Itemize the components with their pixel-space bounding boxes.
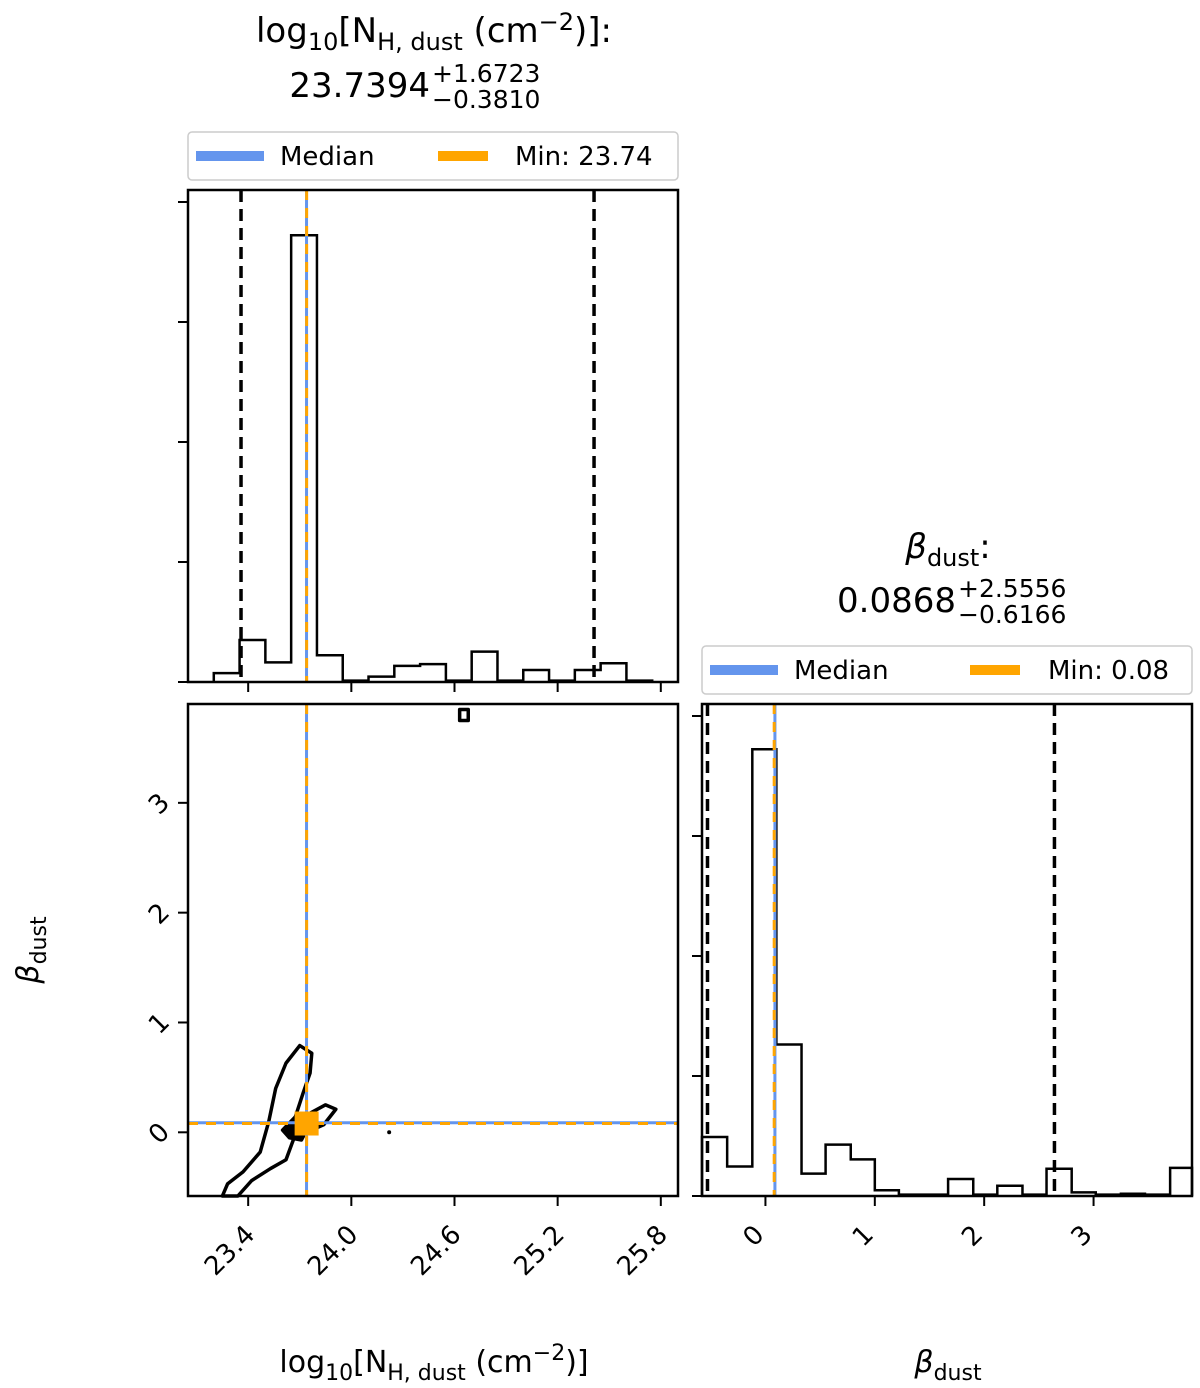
beta-title-err-plus: +2.5556 (958, 574, 1066, 603)
joint-x-tick-label: 24.0 (302, 1220, 364, 1282)
joint-y-tick-label: 2 (143, 898, 176, 931)
beta-x-tick-label: 3 (1066, 1220, 1099, 1253)
nh-title-line2: 23.7394 +1.6723 −0.3810 (289, 59, 540, 114)
nh-legend-min-label: Min: 23.74 (515, 142, 653, 172)
joint-x-tick-label: 25.8 (612, 1220, 674, 1282)
joint-contour-outer (220, 1043, 338, 1198)
joint-contour-island (457, 707, 470, 723)
joint-y-tick-label: 1 (143, 1007, 176, 1040)
joint-y-tick-label: 3 (143, 788, 176, 821)
joint-x-tick-label: 24.6 (405, 1220, 467, 1282)
nh-histogram-steps (212, 234, 654, 682)
beta-legend-min-label: Min: 0.08 (1048, 656, 1169, 686)
joint-contour-dot (387, 1130, 392, 1135)
nh-title-err-plus: +1.6723 (432, 59, 540, 88)
beta-frame (700, 702, 1194, 1198)
nh-legend-median-label: Median (280, 142, 375, 172)
joint-x-axis-label: log10[NH, dust (cm−2)] (279, 1341, 588, 1386)
beta-title-line1: βdust: (904, 527, 991, 572)
nh-title-line1: log10[NH, dust (cm−2)]: (256, 8, 612, 56)
joint-contour-panel: 23.4 24.0 24.6 25.2 25.8 0 1 2 3 (143, 702, 680, 1282)
beta-legend-median-label: Median (794, 656, 889, 686)
joint-y-tick-label: 0 (143, 1117, 176, 1150)
beta-histogram-panel: 0 1 2 3 (692, 702, 1194, 1253)
joint-x-tick-label: 23.4 (199, 1220, 261, 1282)
nh-histogram-panel (178, 188, 680, 692)
beta-x-axis-label: βdust (913, 1345, 982, 1386)
nh-title-value: 23.7394 (289, 66, 430, 106)
beta-x-tick-label: 0 (737, 1220, 770, 1253)
beta-x-tick-label: 2 (956, 1220, 989, 1253)
beta-title-line2: 0.0868 +2.5556 −0.6166 (837, 574, 1066, 629)
beta-title-value: 0.0868 (837, 581, 956, 621)
nh-legend: Median Min: 23.74 (187, 131, 679, 181)
joint-x-tick-label: 25.2 (508, 1220, 570, 1282)
beta-x-tick-label: 1 (847, 1220, 880, 1253)
joint-y-axis-label: βdust (11, 916, 52, 985)
nh-frame (186, 188, 680, 684)
nh-title-err-minus: −0.3810 (432, 85, 540, 114)
joint-min-marker (294, 1111, 319, 1136)
beta-legend: Median Min: 0.08 (701, 645, 1193, 695)
beta-title-err-minus: −0.6166 (958, 600, 1066, 629)
joint-frame (186, 702, 680, 1198)
